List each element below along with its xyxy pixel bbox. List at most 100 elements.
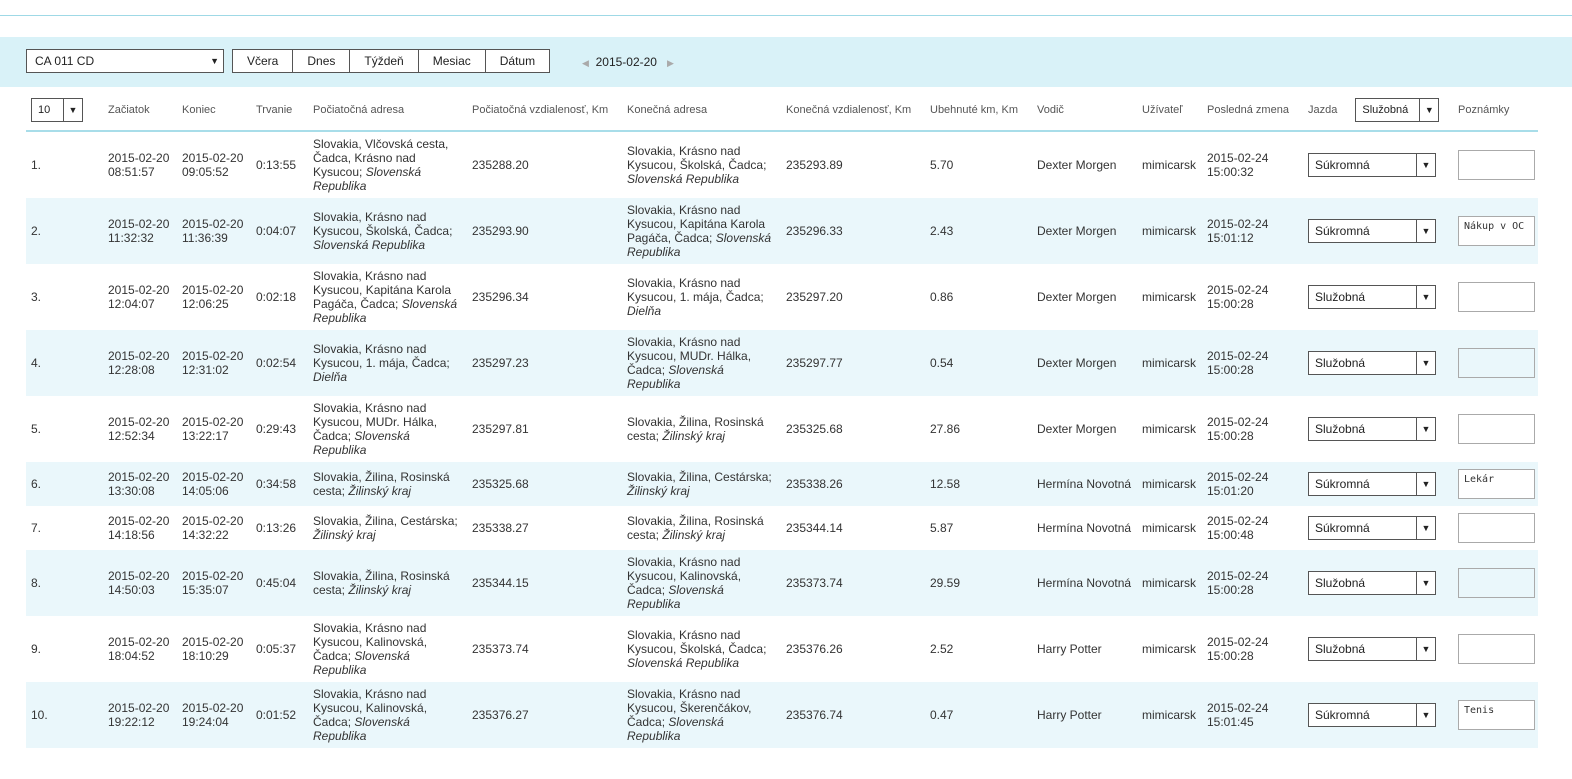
trip-type-cell: Služobná xyxy=(1303,616,1453,682)
start-km: 235376.27 xyxy=(472,708,529,722)
header-cell: Konečná vzdialenosť, Km xyxy=(781,90,925,132)
header-label: Jazda xyxy=(1308,103,1338,116)
note-input[interactable] xyxy=(1458,634,1535,664)
driver: Harry Potter xyxy=(1037,708,1102,722)
note-input[interactable] xyxy=(1458,513,1535,543)
address: Slovakia, Žilina, Rosinská cesta; xyxy=(627,415,764,443)
trip-type-select[interactable]: Služobná xyxy=(1308,637,1436,661)
distance: 27.86 xyxy=(930,422,961,436)
address-region: Dielňa xyxy=(627,304,662,318)
period-button[interactable]: Včera xyxy=(247,54,279,68)
address: Slovakia, Krásno nad Kysucou, 1. mája, Č… xyxy=(627,276,764,304)
trip-type-cell: Súkromná xyxy=(1303,682,1453,748)
user: mimicarsk xyxy=(1142,642,1196,656)
prev-date[interactable]: ◀ xyxy=(582,58,589,68)
user: mimicarsk xyxy=(1142,708,1196,722)
period-button[interactable]: Týždeň xyxy=(349,50,417,72)
end-km: 235373.74 xyxy=(786,576,843,590)
note-input[interactable] xyxy=(1458,348,1535,378)
next-date[interactable]: ▶ xyxy=(667,58,674,68)
address: Slovakia, Krásno nad Kysucou, Kalinovská… xyxy=(313,687,428,729)
address: Slovakia, Krásno nad Kysucou, Kapitána K… xyxy=(627,203,766,245)
trip-row: 1. 2015-02-20 08:51:57 2015-02-20 09:05:52… xyxy=(26,131,1538,198)
user: mimicarsk xyxy=(1142,290,1196,304)
header-cell: Poznámky xyxy=(1453,90,1538,132)
header-label: Trvanie xyxy=(256,104,293,116)
last-change: 2015-02-24 15:00:28 xyxy=(1207,635,1269,663)
address-region: Slovenská Republika xyxy=(313,165,422,193)
address: Slovakia, Krásno nad Kysucou, Kapitána K… xyxy=(313,269,452,311)
trip-type-select[interactable]: Súkromná xyxy=(1308,153,1436,177)
trip-row: 7. 2015-02-20 14:18:56 2015-02-20 14:32:22… xyxy=(26,506,1538,550)
row-index: 7. xyxy=(31,521,42,535)
start-address-cell: Slovakia, Žilina, Rosinská cesta; Žilins… xyxy=(308,462,467,506)
header-row: 10 Začiatok Koniec Trvanie Počiatočná adresa… xyxy=(26,90,1538,132)
trip-type-select[interactable]: Služobná xyxy=(1308,285,1436,309)
driver: Dexter Morgen xyxy=(1037,158,1117,172)
trip-type-select[interactable]: Súkromná xyxy=(1308,516,1436,540)
end-address-cell: Slovakia, Krásno nad Kysucou, 1. mája, Č… xyxy=(622,264,781,330)
address-region: Žilinský kraj xyxy=(627,484,690,498)
note-cell: Tenis xyxy=(1453,682,1538,748)
trip-type-select[interactable]: Súkromná xyxy=(1308,219,1436,243)
vehicle-select[interactable]: CA 011 CD xyxy=(26,49,224,73)
start-km: 235296.34 xyxy=(472,290,529,304)
address: Slovakia, Krásno nad Kysucou, Kalinovská… xyxy=(627,555,742,597)
end-time: 2015-02-20 13:22:17 xyxy=(182,415,244,443)
distance: 29.59 xyxy=(930,576,961,590)
note-input[interactable]: Lekár xyxy=(1458,469,1535,499)
start-time: 2015-02-20 13:30:08 xyxy=(108,470,170,498)
note-input[interactable] xyxy=(1458,414,1535,444)
end-time: 2015-02-20 19:24:04 xyxy=(182,701,244,729)
start-km: 235297.81 xyxy=(472,422,529,436)
note-input[interactable] xyxy=(1458,150,1535,180)
header-label: Užívateľ xyxy=(1142,104,1183,116)
note-input[interactable] xyxy=(1458,568,1535,598)
period-button[interactable]: Dnes xyxy=(292,50,349,72)
period-button[interactable]: Mesiac xyxy=(417,50,485,72)
jazda-filter[interactable]: Služobná xyxy=(1355,98,1440,122)
user: mimicarsk xyxy=(1142,477,1196,491)
end-time: 2015-02-20 09:05:52 xyxy=(182,151,244,179)
trip-type-select[interactable]: Služobná xyxy=(1308,571,1436,595)
address-region: Žilinský kraj xyxy=(662,528,726,542)
trip-type-select[interactable]: Služobná xyxy=(1308,351,1436,375)
note-input[interactable] xyxy=(1458,282,1535,312)
row-index: 5. xyxy=(31,422,42,436)
address: Slovakia, Krásno nad Kysucou, MUDr. Hálk… xyxy=(313,401,438,443)
end-address-cell: Slovakia, Krásno nad Kysucou, Škerenčáko… xyxy=(622,682,781,748)
end-time: 2015-02-20 12:06:25 xyxy=(182,283,244,311)
end-time: 2015-02-20 14:32:22 xyxy=(182,514,244,542)
end-km: 235338.26 xyxy=(786,477,843,491)
start-time: 2015-02-20 14:50:03 xyxy=(108,569,170,597)
header-cell: Koniec xyxy=(177,90,251,132)
trip-type-select[interactable]: Služobná xyxy=(1308,417,1436,441)
period-button[interactable]: Dátum xyxy=(484,50,549,72)
duration: 0:13:26 xyxy=(256,521,297,535)
driver: Hermína Novotná xyxy=(1037,521,1132,535)
header-cell: Počiatočná vzdialenosť, Km xyxy=(467,90,622,132)
note-cell: Nákup v OC xyxy=(1453,198,1538,264)
note-input[interactable]: Tenis xyxy=(1458,700,1535,730)
last-change: 2015-02-24 15:01:12 xyxy=(1207,217,1269,245)
last-change: 2015-02-24 15:01:20 xyxy=(1207,470,1269,498)
address-region: Slovenská Republika xyxy=(313,715,410,743)
distance: 0.47 xyxy=(930,708,954,722)
start-time: 2015-02-20 08:51:57 xyxy=(108,151,170,179)
start-time: 2015-02-20 18:04:52 xyxy=(108,635,170,663)
note-input[interactable]: Nákup v OC xyxy=(1458,216,1535,246)
page-size-select[interactable]: 10 xyxy=(31,98,83,122)
end-km: 235293.89 xyxy=(786,158,843,172)
trip-type-select[interactable]: Súkromná xyxy=(1308,472,1436,496)
duration: 0:01:52 xyxy=(256,708,297,722)
start-time: 2015-02-20 12:04:07 xyxy=(108,283,170,311)
note-cell xyxy=(1453,550,1538,616)
last-change: 2015-02-24 15:00:28 xyxy=(1207,415,1269,443)
duration: 0:05:37 xyxy=(256,642,297,656)
user: mimicarsk xyxy=(1142,224,1196,238)
address: Slovakia, Krásno nad Kysucou, Školská, Č… xyxy=(627,628,767,656)
trip-type-select[interactable]: Súkromná xyxy=(1308,703,1436,727)
trip-type-cell: Súkromná xyxy=(1303,198,1453,264)
row-index: 8. xyxy=(31,576,42,590)
